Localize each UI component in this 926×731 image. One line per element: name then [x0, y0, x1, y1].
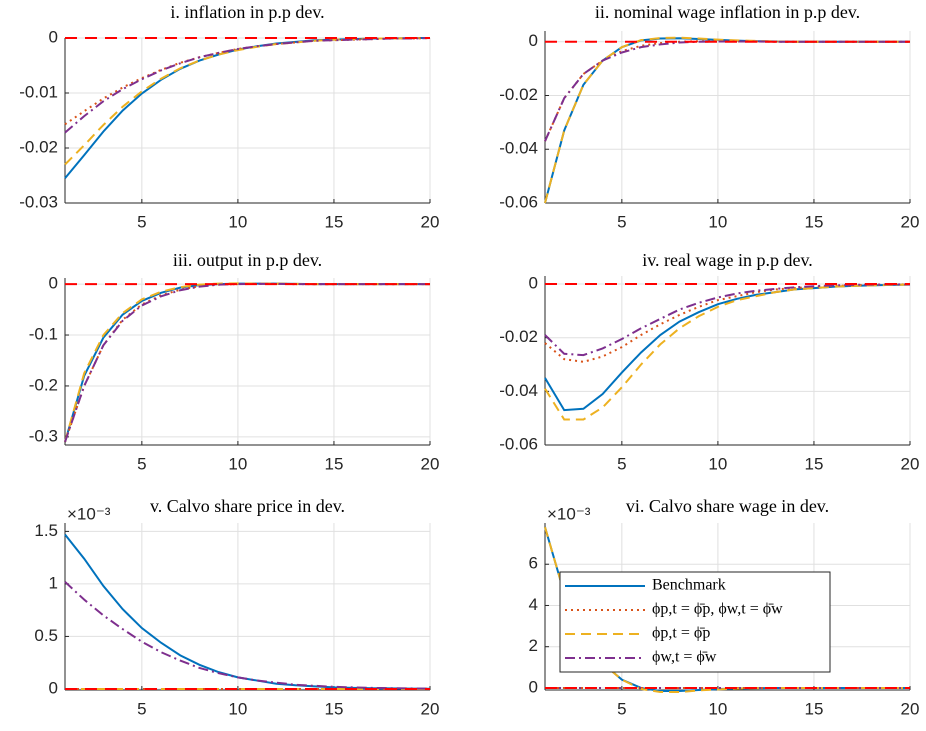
y-tick-label: 0: [49, 274, 58, 293]
legend-box: [559, 571, 831, 673]
x-tick-label: 5: [617, 699, 626, 718]
x-tick-label: 15: [324, 454, 343, 473]
series-line: [64, 581, 431, 690]
panel: 5 10 15 20 0 2 4 6 vi. Calvo share wage in dev. ×…: [529, 496, 920, 718]
y-exponent-label: ×10⁻³: [67, 504, 111, 523]
x-tick-label: 20: [421, 454, 440, 473]
legend-label: ϕw,t = ϕ̄w: [652, 649, 717, 666]
x-tick-label: 20: [421, 699, 440, 718]
series-line: [544, 283, 911, 421]
y-exponent-label: ×10⁻³: [547, 504, 591, 523]
x-tick-label: 20: [421, 212, 440, 231]
x-tick-label: 5: [617, 212, 626, 231]
x-tick-label: 10: [708, 454, 727, 473]
y-tick-label: -0.06: [499, 434, 538, 453]
x-tick-label: 10: [708, 212, 727, 231]
panel-title: i. inflation in p.p dev.: [170, 2, 324, 22]
panel: 5 10 15 20 -0.03 -0.02 -0.01 0 i. inflation in p…: [19, 2, 439, 231]
y-tick-label: 0: [49, 27, 58, 46]
y-tick-label: 1: [49, 573, 58, 592]
x-tick-label: 10: [228, 699, 247, 718]
series-line: [544, 283, 910, 357]
panel: 5 10 15 20 -0.06 -0.04 -0.02 0 ii. nominal wage …: [499, 2, 919, 231]
x-tick-label: 5: [137, 699, 146, 718]
y-tick-label: 0.5: [34, 626, 58, 645]
y-tick-label: -0.02: [499, 327, 538, 346]
y-tick-label: -0.01: [19, 82, 58, 101]
series-line: [64, 37, 431, 126]
panel-title: vi. Calvo share wage in dev.: [626, 496, 829, 516]
y-tick-label: -0.3: [29, 426, 58, 445]
y-tick-label: 1.5: [34, 521, 58, 540]
panel-title: iii. output in p.p dev.: [173, 250, 322, 270]
x-tick-label: 15: [324, 212, 343, 231]
legend-label: Benchmark: [652, 577, 726, 594]
y-tick-label: -0.03: [19, 192, 58, 211]
panel: 5 10 15 20 0 0.5 1 1.5 v. Calvo share price in d…: [34, 496, 439, 718]
panel-title: iv. real wage in p.p dev.: [642, 250, 813, 270]
series-line: [64, 282, 430, 443]
series-line: [64, 37, 430, 179]
x-tick-label: 10: [708, 699, 727, 718]
y-tick-label: -0.2: [29, 375, 58, 394]
series-line: [64, 37, 431, 134]
x-tick-label: 20: [901, 699, 920, 718]
y-tick-label: 0: [529, 274, 538, 293]
y-tick-label: 6: [529, 554, 538, 573]
x-tick-label: 5: [137, 212, 146, 231]
x-tick-label: 15: [804, 212, 823, 231]
y-tick-label: -0.06: [499, 192, 538, 211]
y-tick-label: 0: [529, 677, 538, 696]
series-line: [544, 40, 910, 142]
series-line: [64, 282, 430, 443]
series-line: [64, 37, 430, 166]
x-tick-label: 20: [901, 454, 920, 473]
legend-label: ϕp,t = ϕ̄p: [652, 625, 710, 642]
panel-title: ii. nominal wage inflation in p.p dev.: [595, 2, 860, 22]
panel: 5 10 15 20 -0.06 -0.04 -0.02 0 iv. real wage in …: [499, 250, 919, 473]
x-tick-label: 5: [617, 454, 626, 473]
y-tick-label: -0.04: [499, 139, 538, 158]
x-tick-label: 15: [804, 454, 823, 473]
y-tick-label: 4: [529, 595, 538, 614]
series-line: [544, 40, 910, 142]
y-tick-label: 0: [49, 678, 58, 697]
x-tick-label: 20: [901, 212, 920, 231]
y-tick-label: -0.02: [19, 137, 58, 156]
panel-title: v. Calvo share price in dev.: [150, 496, 345, 516]
panel: 5 10 15 20 -0.3 -0.2 -0.1 0 iii. output in p.p d…: [29, 250, 440, 473]
x-tick-label: 10: [228, 212, 247, 231]
y-tick-label: -0.1: [29, 325, 58, 344]
x-tick-label: 5: [137, 454, 146, 473]
y-tick-label: -0.04: [499, 381, 538, 400]
y-tick-label: 0: [529, 31, 538, 50]
series-line: [64, 282, 430, 443]
series-line: [64, 533, 431, 690]
x-tick-label: 15: [324, 699, 343, 718]
x-tick-label: 10: [228, 454, 247, 473]
y-tick-label: -0.02: [499, 85, 538, 104]
x-tick-label: 15: [804, 699, 823, 718]
legend-label: ϕp,t = ϕ̄p, ϕw,t = ϕ̄w: [652, 601, 783, 618]
y-tick-label: 2: [529, 636, 538, 655]
series-line: [64, 282, 430, 443]
